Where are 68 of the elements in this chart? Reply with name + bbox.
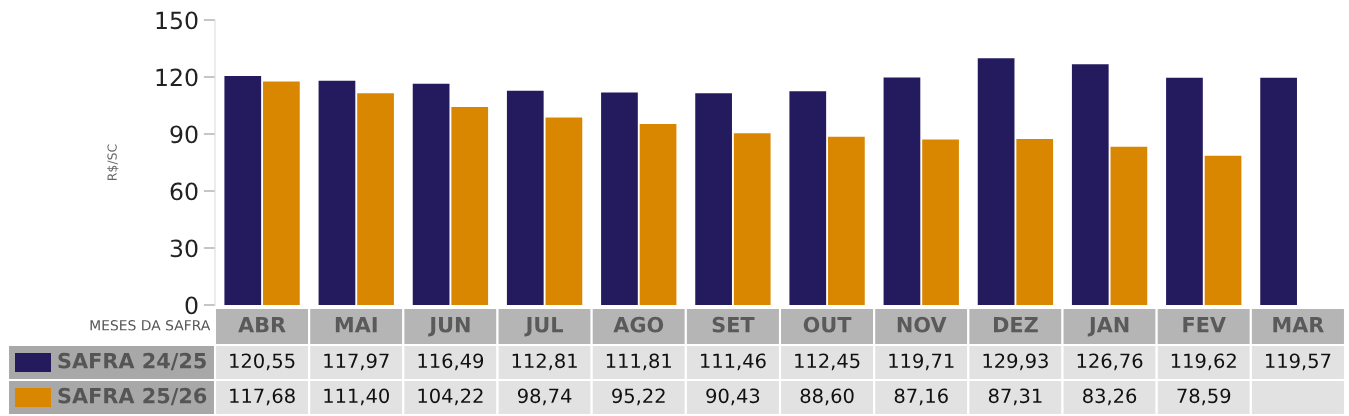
bar: [1204, 155, 1242, 305]
x-tick-label: AGO: [613, 316, 664, 333]
x-tick-label: JUL: [524, 317, 563, 337]
data-label: 119,71: [889, 353, 954, 371]
bar: [1071, 64, 1109, 305]
x-tick-label: JUN: [428, 317, 470, 337]
data-label: 129,93: [983, 353, 1048, 371]
bar: [922, 139, 959, 305]
y-tick-label: 150: [156, 11, 198, 30]
bar: [318, 80, 356, 305]
bar: [1016, 139, 1054, 305]
bar: [506, 90, 544, 305]
x-tick-label: MAR: [1273, 317, 1324, 333]
data-label: 116,49: [418, 353, 484, 371]
y-tick-label: 90: [170, 125, 198, 144]
data-label: 83,26: [1083, 388, 1137, 406]
bar: [977, 58, 1015, 305]
data-label: 95,22: [612, 388, 665, 406]
bar: [224, 75, 262, 305]
bar: [263, 81, 300, 305]
bar: [789, 91, 827, 305]
bar: [883, 77, 921, 305]
data-label: 117,97: [324, 353, 389, 371]
legend-label: SAFRA 25/26: [58, 387, 207, 406]
bar: [412, 83, 450, 305]
data-label: 90,43: [706, 388, 760, 406]
data-label: 111,46: [701, 353, 766, 371]
y-tick-label: 120: [156, 68, 198, 87]
bar: [601, 92, 638, 305]
x-tick-label: MAI: [335, 317, 377, 333]
data-label: 119,62: [1171, 353, 1236, 371]
x-tick-label: OUT: [803, 316, 852, 333]
y-tick-label: 0: [185, 296, 198, 315]
bar: [451, 106, 489, 305]
data-label: 111,81: [606, 353, 671, 371]
bar: [545, 117, 583, 305]
x-tick-label: DEZ: [994, 317, 1038, 333]
bar: [1110, 146, 1148, 305]
data-label: 119,57: [1266, 353, 1331, 371]
data-label: 112,81: [512, 353, 577, 371]
y-tick-label: 60: [170, 182, 198, 201]
data-label: 88,60: [800, 388, 854, 406]
y-tick-label: 30: [170, 239, 198, 258]
data-label: 98,74: [517, 388, 572, 406]
data-label: 126,76: [1077, 353, 1143, 371]
bar: [733, 133, 771, 305]
bar: [1166, 77, 1203, 305]
data-label: 104,22: [418, 388, 483, 406]
bar: [695, 93, 732, 305]
data-label: 117,68: [230, 388, 295, 406]
x-axis-title: MESES DA SAFRA: [90, 320, 211, 331]
data-label: 78,59: [1177, 388, 1231, 406]
bar: [639, 124, 677, 305]
legend-label: SAFRA 24/25: [58, 352, 206, 371]
data-label: 111,40: [324, 388, 389, 406]
bar: [1260, 77, 1297, 305]
x-tick-label: SET: [712, 316, 755, 333]
bar: [828, 136, 865, 305]
data-label: 120,55: [230, 353, 295, 371]
bar: [357, 93, 394, 305]
data-label: 87,16: [894, 388, 948, 406]
data-label: 112,45: [795, 353, 860, 371]
y-axis-title: R$/SC: [107, 144, 119, 181]
x-tick-label: FEV: [1183, 317, 1226, 333]
x-tick-label: JAN: [1087, 317, 1129, 337]
data-label: 87,31: [988, 388, 1042, 406]
x-tick-label: ABR: [238, 317, 286, 333]
x-tick-label: NOV: [897, 316, 947, 333]
